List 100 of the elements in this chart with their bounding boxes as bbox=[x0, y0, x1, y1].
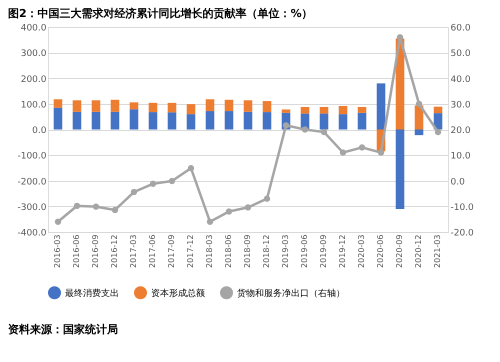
bar bbox=[224, 100, 234, 112]
legend-label: 最终消费支出 bbox=[65, 288, 119, 299]
bar bbox=[92, 100, 100, 112]
bar bbox=[434, 113, 442, 130]
chart-title: 图2：中国三大需求对经济累计同比增长的贡献率（单位：%） bbox=[8, 7, 313, 20]
bar bbox=[54, 99, 62, 108]
bar bbox=[414, 105, 424, 130]
point bbox=[74, 202, 80, 210]
point bbox=[282, 122, 290, 129]
x-tick-label: 2017-09 bbox=[166, 234, 176, 268]
x-tick-label: 2016-12 bbox=[110, 234, 119, 268]
y-tick-label: -400.0 bbox=[17, 228, 47, 238]
bar bbox=[168, 112, 176, 130]
x-tick-label: 2019-12 bbox=[338, 234, 348, 268]
bar bbox=[358, 112, 366, 130]
point bbox=[54, 218, 62, 225]
bar bbox=[282, 110, 290, 113]
x-tick-label: 2019-03 bbox=[281, 234, 290, 268]
point bbox=[378, 149, 384, 156]
y2-tick-label: -10.0 bbox=[450, 202, 474, 213]
y2-tick-label: 50.0 bbox=[450, 49, 471, 60]
y-tick-label: -200.0 bbox=[17, 177, 47, 188]
x-tick-label: 2018-09 bbox=[243, 234, 252, 268]
x-tick-label: 2018-03 bbox=[204, 234, 214, 268]
bar bbox=[338, 114, 348, 130]
bar bbox=[224, 111, 234, 130]
y-tick-label: 0.0 bbox=[32, 126, 47, 136]
point bbox=[396, 34, 404, 40]
x-tick-label: 2020-12 bbox=[414, 234, 424, 268]
bar bbox=[244, 100, 252, 112]
x-tick-label: 2019-09 bbox=[319, 234, 328, 268]
bar bbox=[148, 112, 158, 130]
bar bbox=[320, 106, 328, 114]
bar bbox=[358, 106, 366, 113]
legend-label: 资本形成总额 bbox=[151, 288, 205, 299]
bar bbox=[72, 112, 82, 130]
point bbox=[358, 144, 366, 151]
x-tick-label: 2020-06 bbox=[376, 234, 386, 268]
bar bbox=[130, 102, 138, 110]
x-tick-label: 2017-03 bbox=[128, 234, 138, 268]
point bbox=[188, 165, 194, 172]
bar bbox=[110, 100, 120, 112]
y2-tick-label: 20.0 bbox=[450, 126, 471, 136]
bar bbox=[54, 108, 62, 130]
y-tick-label: 200.0 bbox=[20, 74, 47, 85]
y2-tick-label: 0.0 bbox=[450, 177, 466, 188]
y-tick-label: -100.0 bbox=[17, 152, 47, 162]
x-tick-label: 2016-09 bbox=[90, 234, 100, 268]
bar bbox=[168, 102, 176, 112]
bar bbox=[186, 104, 196, 114]
bar bbox=[72, 100, 82, 112]
legend-label: 货物和服务净出口（右轴） bbox=[237, 288, 345, 299]
bar bbox=[148, 102, 158, 112]
y-tick-label: 100.0 bbox=[20, 100, 47, 110]
bar bbox=[262, 112, 272, 130]
point bbox=[302, 126, 308, 133]
bar bbox=[338, 106, 348, 114]
y-tick-label: 300.0 bbox=[20, 49, 47, 60]
point bbox=[206, 218, 214, 225]
x-tick-label: 2020-09 bbox=[395, 234, 404, 268]
point bbox=[320, 128, 328, 136]
point bbox=[434, 128, 442, 136]
x-tick-label: 2020-03 bbox=[357, 234, 366, 268]
point bbox=[92, 203, 100, 210]
point bbox=[150, 180, 156, 187]
y2-tick-label: 30.0 bbox=[450, 100, 471, 110]
x-tick-label: 2019-06 bbox=[300, 234, 310, 268]
point bbox=[340, 149, 346, 156]
point bbox=[244, 204, 252, 211]
point bbox=[264, 196, 270, 202]
point bbox=[112, 206, 118, 214]
y2-tick-label: -20.0 bbox=[450, 228, 474, 238]
x-tick-label: 2017-12 bbox=[186, 234, 195, 268]
bar bbox=[206, 99, 214, 112]
x-tick-label: 2018-06 bbox=[224, 234, 233, 268]
point bbox=[226, 208, 232, 215]
y2-tick-label: 10.0 bbox=[450, 152, 471, 162]
x-tick-label: 2016-03 bbox=[52, 234, 62, 268]
bar bbox=[396, 130, 404, 209]
point bbox=[130, 188, 138, 196]
bar bbox=[262, 101, 272, 112]
y-tick-label: 400.0 bbox=[20, 24, 47, 34]
point bbox=[168, 178, 176, 184]
bar bbox=[244, 112, 252, 130]
bar bbox=[186, 114, 196, 130]
x-tick-label: 2018-12 bbox=[262, 234, 271, 268]
bar bbox=[130, 109, 138, 130]
point bbox=[416, 100, 422, 108]
y2-tick-label: 60.0 bbox=[450, 24, 471, 34]
x-tick-label: 2021-03 bbox=[433, 234, 442, 268]
bar bbox=[414, 130, 424, 136]
bar bbox=[110, 112, 120, 130]
x-tick-label: 2016-06 bbox=[72, 234, 81, 268]
bar bbox=[320, 114, 328, 130]
y-tick-label: -300.0 bbox=[17, 202, 47, 213]
y2-tick-label: 40.0 bbox=[450, 74, 471, 85]
text: 资料来源：国家统计局 bbox=[8, 323, 118, 336]
bar bbox=[206, 111, 214, 130]
bar bbox=[92, 112, 100, 130]
x-tick-label: 2017-06 bbox=[148, 234, 157, 268]
